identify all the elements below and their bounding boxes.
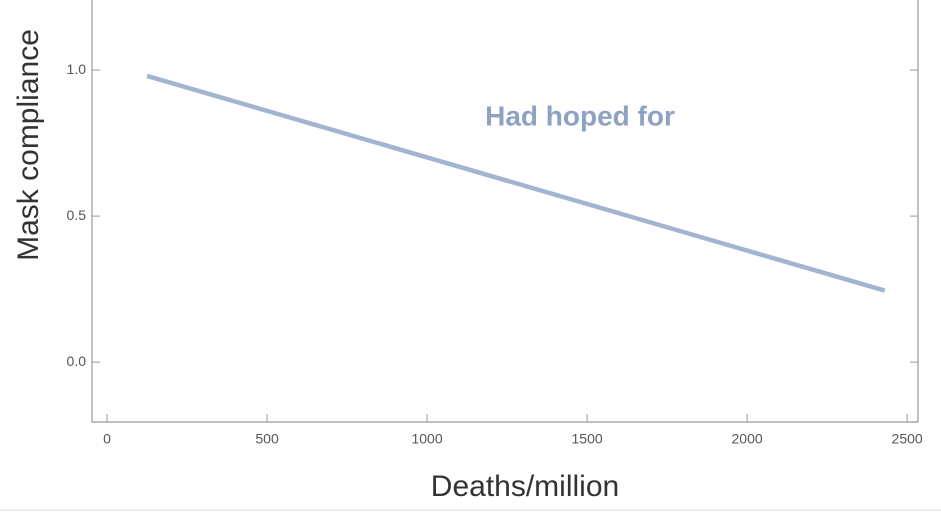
y-tick-label: 0.0: [67, 353, 87, 369]
x-tick-label: 2500: [892, 431, 923, 447]
y-axis-label: Mask compliance: [12, 29, 45, 261]
x-tick-label: 1000: [411, 431, 442, 447]
x-tick-label: 500: [255, 431, 279, 447]
x-tick-label: 0: [103, 431, 111, 447]
x-tick-label: 1500: [572, 431, 603, 447]
plot-frame: [91, 0, 919, 423]
x-axis-label: Deaths/million: [431, 470, 619, 503]
y-tick-label: 0.5: [67, 207, 87, 223]
y-tick-label: 1.0: [67, 61, 87, 77]
annotation: Had hoped for: [485, 100, 675, 131]
x-tick-label: 2000: [732, 431, 763, 447]
line: [146, 73, 886, 293]
